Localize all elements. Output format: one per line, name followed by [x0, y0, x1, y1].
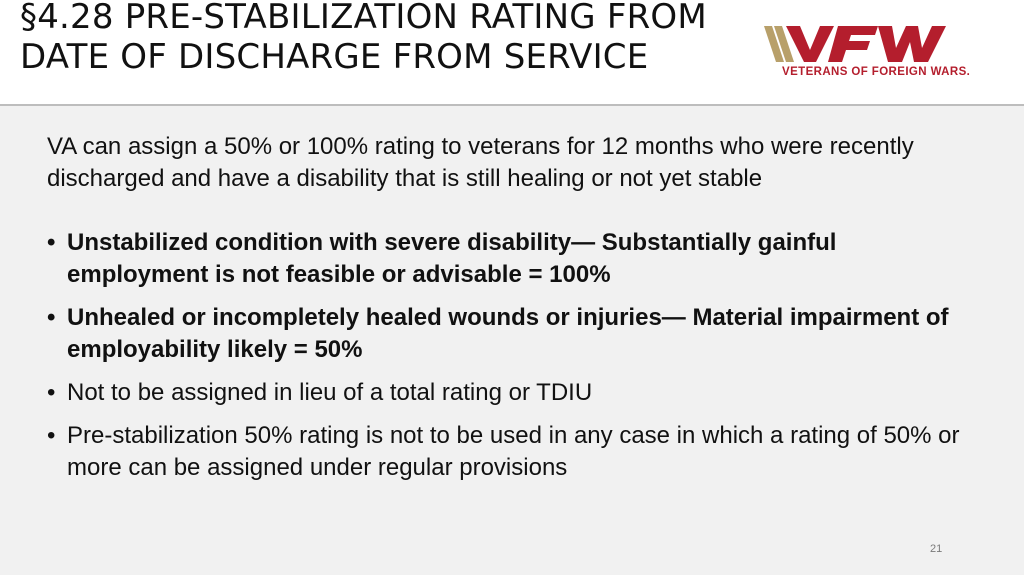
vfw-logo	[764, 26, 946, 62]
bullet-item: • Not to be assigned in lieu of a total …	[47, 377, 967, 409]
bullet-text: Unhealed or incompletely healed wounds o…	[67, 304, 949, 363]
bullet-dot-icon: •	[47, 229, 56, 256]
bullet-item: • Unhealed or incompletely healed wounds…	[47, 302, 967, 366]
bullet-dot-icon: •	[47, 304, 56, 331]
bullet-list: • Unstabilized condition with severe dis…	[47, 227, 967, 495]
bullet-text: Pre-stabilization 50% rating is not to b…	[67, 422, 960, 481]
bullet-dot-icon: •	[47, 422, 56, 449]
bullet-item: • Pre-stabilization 50% rating is not to…	[47, 420, 967, 484]
slide-title: §4.28 PRE-STABILIZATION RATING FROM DATE…	[20, 0, 707, 77]
page-number: 21	[930, 543, 943, 555]
logo-tagline: VETERANS OF FOREIGN WARS.	[782, 66, 971, 78]
slide-header: §4.28 PRE-STABILIZATION RATING FROM DATE…	[0, 0, 1024, 106]
bullet-item: • Unstabilized condition with severe dis…	[47, 227, 967, 291]
bullet-text: Unstabilized condition with severe disab…	[67, 229, 837, 288]
bullet-dot-icon: •	[47, 379, 56, 406]
bullet-text: Not to be assigned in lieu of a total ra…	[67, 379, 593, 406]
intro-paragraph: VA can assign a 50% or 100% rating to ve…	[47, 133, 914, 192]
